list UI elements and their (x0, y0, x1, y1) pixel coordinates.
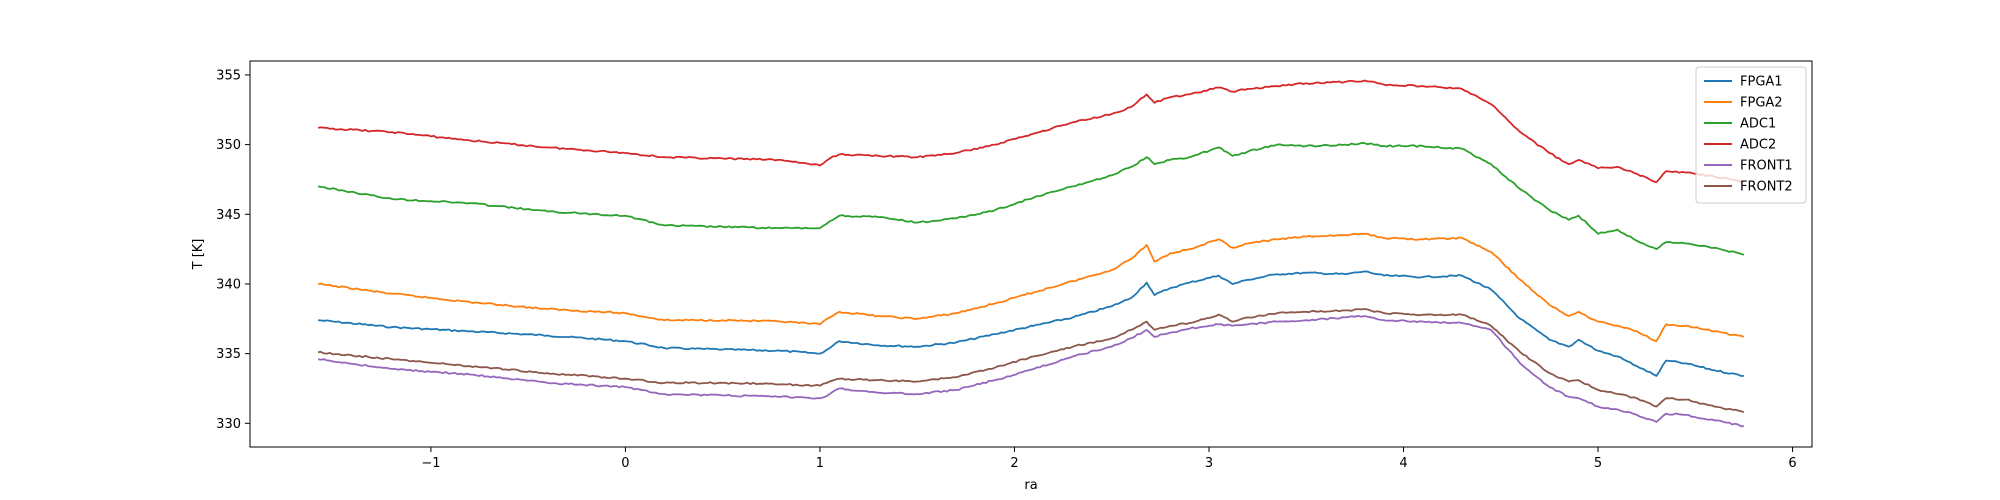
legend-label-front1: FRONT1 (1740, 159, 1793, 174)
legend-label-adc1: ADC1 (1740, 117, 1776, 132)
series-line-adc1 (317, 142, 1745, 256)
y-tick-label: 350 (216, 138, 241, 153)
x-axis: −1 0 1 2 3 4 5 6 (421, 447, 1797, 471)
y-tick-label: 355 (216, 68, 241, 83)
x-tick-label: 6 (1788, 456, 1796, 471)
legend-label-front2: FRONT2 (1740, 180, 1793, 195)
y-axis-label: T [K] (191, 239, 206, 271)
series-line-fpga1 (318, 270, 1744, 377)
x-tick-label: 0 (621, 456, 629, 471)
legend-label-fpga1: FPGA1 (1740, 75, 1783, 90)
legend-label-adc2: ADC2 (1740, 138, 1776, 153)
x-tick-label: −1 (421, 456, 440, 471)
legend: FPGA1 FPGA2 ADC1 ADC2 FRONT1 FRONT2 (1695, 66, 1807, 204)
y-tick-label: 340 (216, 277, 241, 292)
legend-label-fpga2: FPGA2 (1740, 96, 1783, 111)
y-axis: 330 335 340 345 350 355 (216, 68, 250, 432)
y-tick-label: 330 (216, 417, 241, 432)
y-tick-label: 345 (216, 208, 241, 223)
series-line-front1 (317, 315, 1744, 428)
series-line-fpga2 (317, 232, 1745, 342)
x-tick-label: 2 (1010, 456, 1018, 471)
x-axis-label: ra (1024, 478, 1037, 493)
x-tick-label: 3 (1205, 456, 1213, 471)
plot-frame (249, 60, 1813, 448)
x-tick-label: 1 (816, 456, 824, 471)
plot-area (249, 60, 1813, 448)
x-tick-label: 5 (1594, 456, 1602, 471)
series-line-front2 (318, 308, 1745, 414)
series-line-adc2 (317, 79, 1744, 184)
y-tick-label: 335 (216, 347, 241, 362)
x-tick-label: 4 (1399, 456, 1407, 471)
